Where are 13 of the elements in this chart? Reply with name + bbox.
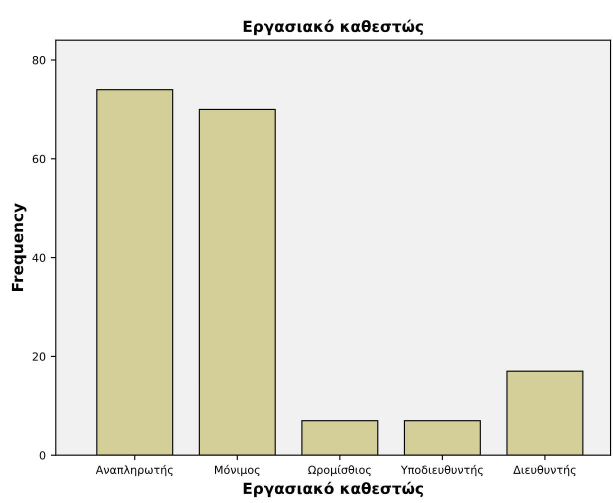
chart-title: Εργασιακό καθεστώς [244, 20, 423, 36]
y-tick-label: 0 [40, 451, 46, 460]
x-tick-label: Διευθυντής [513, 464, 576, 476]
x-axis-title: Εργασιακό καθεστώς [244, 482, 423, 498]
y-tick-label: 80 [32, 56, 46, 64]
y-tick-label: 60 [32, 154, 46, 164]
y-tick-label: 40 [32, 254, 46, 262]
x-tick-label: Μόνιμος [215, 464, 260, 476]
x-tick-label: Υποδιευθυντής [400, 464, 483, 476]
y-tick-label: 20 [32, 352, 46, 361]
y-axis-title: Frequency [12, 203, 26, 292]
x-tick-label: Αναπληρωτής [96, 464, 173, 476]
x-tick-label: Ωρομίσθιος [308, 464, 371, 476]
